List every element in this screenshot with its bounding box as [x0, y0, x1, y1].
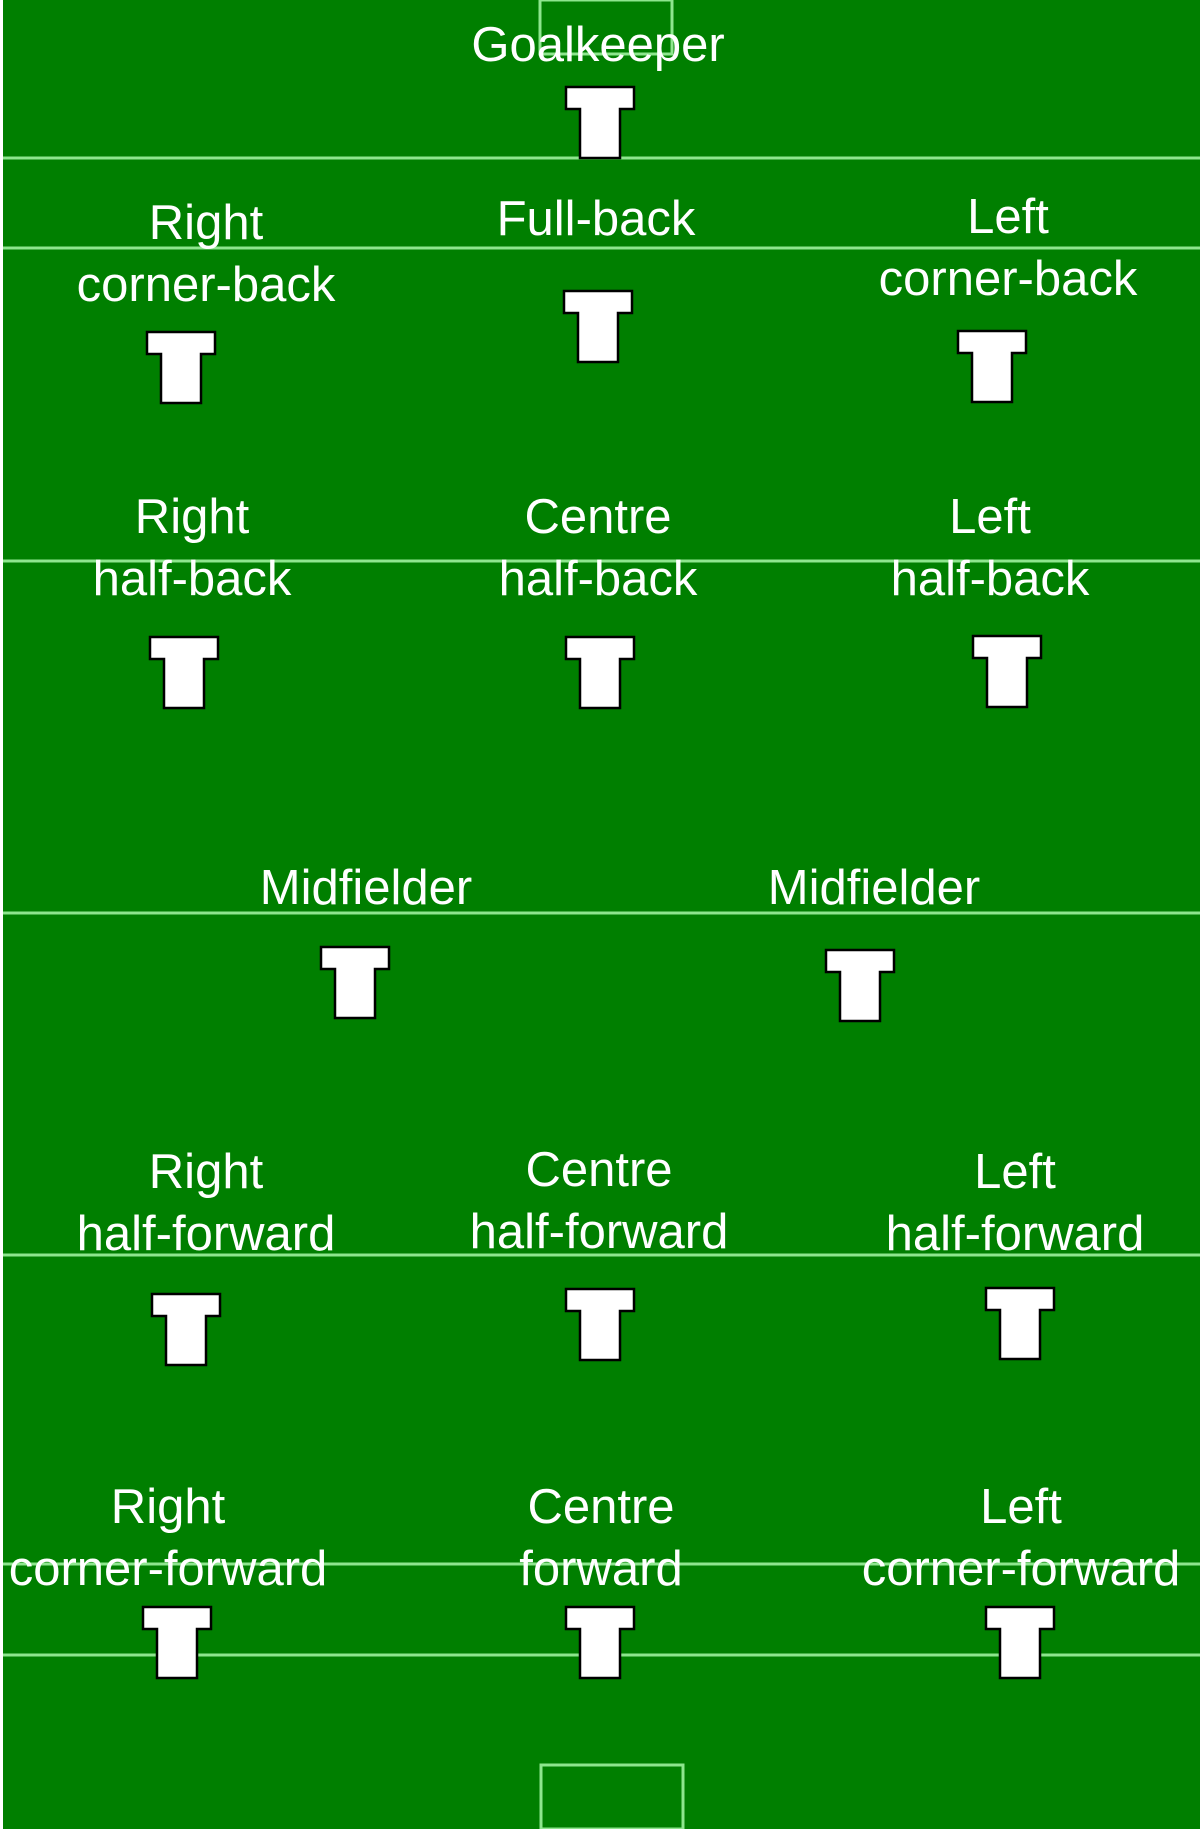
label-line: Right: [148, 196, 264, 250]
jersey-icon-midfielder-1: [319, 945, 391, 1020]
label-line: half-back: [92, 552, 292, 606]
position-label-left-corner-back: Left corner-back: [879, 186, 1138, 310]
position-label-midfielder: Midfielder: [260, 857, 472, 919]
position-label-goalkeeper: Goalkeeper: [471, 14, 724, 76]
position-label-left-corner-forward: Left corner-forward: [862, 1476, 1181, 1600]
label-line: Goalkeeper: [471, 18, 725, 72]
label-line: half-forward: [469, 1205, 729, 1259]
position-label-left-half-back: Left half-back: [891, 486, 1090, 610]
label-line: half-forward: [885, 1207, 1145, 1261]
position-label-right-half-back: Right half-back: [93, 486, 292, 610]
position-label-right-corner-forward: Right corner-forward: [9, 1476, 328, 1600]
jersey-icon-left-corner-forward: [984, 1605, 1056, 1680]
label-line: forward: [519, 1542, 683, 1596]
label-line: corner-back: [878, 252, 1138, 306]
label-line: Full-back: [496, 192, 696, 246]
label-line: corner-forward: [861, 1542, 1181, 1596]
jersey-icon-right-corner-back: [145, 330, 217, 405]
label-line: half-back: [890, 552, 1090, 606]
position-label-right-corner-back: Right corner-back: [77, 192, 336, 316]
position-label-full-back: Full-back: [497, 188, 696, 250]
small-rectangle-bottom: [539, 1763, 685, 1829]
position-label-midfielder: Midfielder: [768, 857, 980, 919]
label-line: half-back: [498, 552, 698, 606]
label-line: Midfielder: [259, 861, 473, 915]
label-line: half-forward: [76, 1207, 336, 1261]
position-label-right-half-forward: Right half-forward: [77, 1141, 336, 1265]
label-line: Right: [110, 1480, 226, 1534]
jersey-icon-goalkeeper: [564, 85, 636, 160]
label-line: Left: [967, 190, 1049, 244]
jersey-icon-full-back: [562, 289, 634, 364]
jersey-icon-left-half-back: [971, 634, 1043, 709]
label-line: Right: [148, 1145, 264, 1199]
jersey-icon-left-half-forward: [984, 1286, 1056, 1361]
label-line: Centre: [525, 1143, 673, 1197]
position-label-centre-half-back: Centre half-back: [499, 486, 698, 610]
jersey-icon-right-corner-forward: [141, 1605, 213, 1680]
jersey-icon-centre-half-forward: [564, 1287, 636, 1362]
jersey-icon-right-half-back: [148, 635, 220, 710]
label-line: corner-forward: [8, 1542, 328, 1596]
jersey-icon-midfielder-2: [824, 948, 896, 1023]
position-label-centre-half-forward: Centre half-forward: [470, 1139, 729, 1263]
jersey-layer: [141, 85, 1056, 1680]
small-rectangle-top: [538, 0, 674, 56]
label-line: corner-back: [76, 258, 336, 312]
jersey-icon-centre-forward: [564, 1605, 636, 1680]
jersey-icon-right-half-forward: [150, 1292, 222, 1367]
label-line: Left: [980, 1480, 1062, 1534]
jersey-icon-centre-half-back: [564, 635, 636, 710]
label-line: Right: [134, 490, 250, 544]
label-line: Left: [974, 1145, 1056, 1199]
position-label-centre-forward: Centre forward: [519, 1476, 682, 1600]
position-label-left-half-forward: Left half-forward: [886, 1141, 1145, 1265]
label-line: Midfielder: [767, 861, 981, 915]
label-line: Centre: [524, 490, 672, 544]
label-line: Left: [949, 490, 1031, 544]
label-line: Centre: [527, 1480, 675, 1534]
jersey-icon-left-corner-back: [956, 329, 1028, 404]
